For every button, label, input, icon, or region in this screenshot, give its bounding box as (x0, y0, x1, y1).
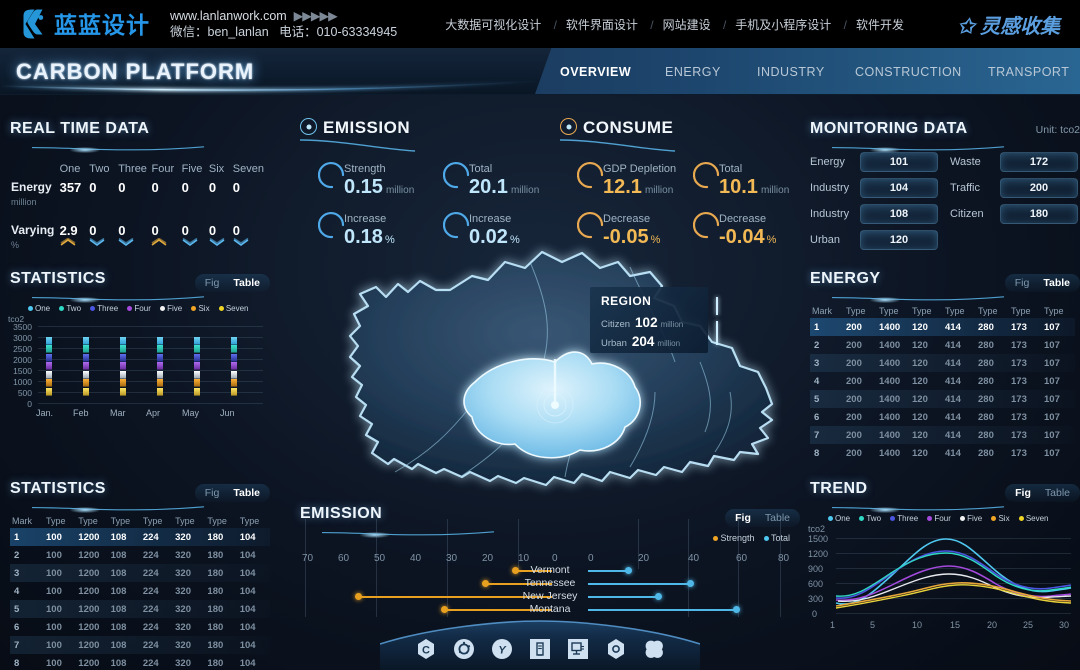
svg-text:C: C (422, 645, 430, 657)
